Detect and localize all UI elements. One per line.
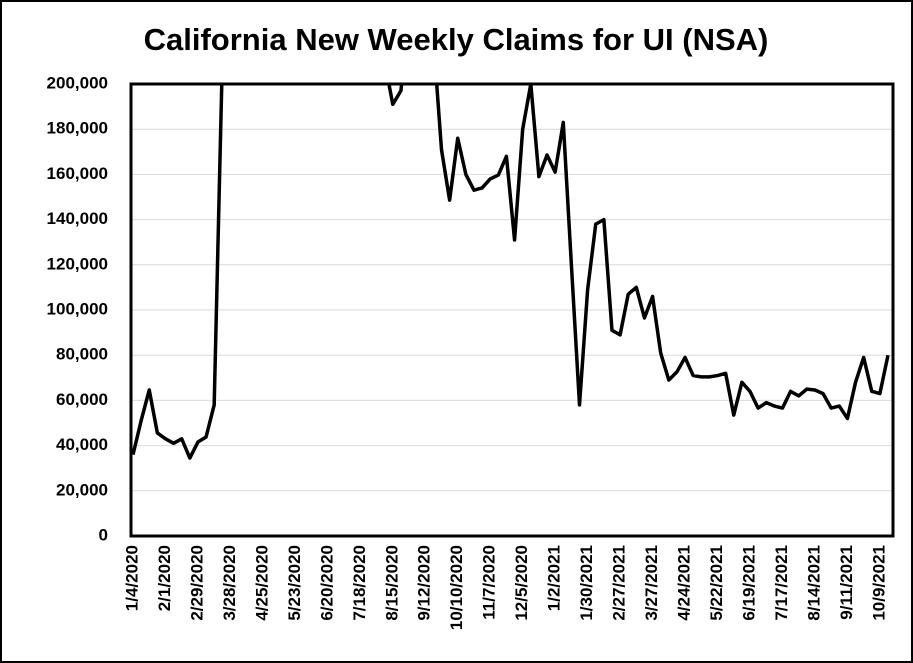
x-tick-label: 1/30/2021	[577, 545, 596, 621]
y-tick-label: 100,000	[47, 299, 108, 318]
x-tick-label: 5/23/2020	[285, 545, 304, 621]
y-tick-label: 60,000	[56, 390, 108, 409]
data-line	[131, 84, 890, 460]
x-tick-label: 10/9/2021	[869, 545, 888, 621]
x-tick-label: 2/27/2021	[610, 545, 629, 621]
x-tick-label: 8/14/2021	[804, 545, 823, 621]
y-tick-label: 0	[99, 525, 108, 544]
y-tick-label: 200,000	[47, 73, 108, 92]
x-tick-label: 2/29/2020	[187, 545, 206, 621]
y-tick-label: 40,000	[56, 435, 108, 454]
y-tick-label: 180,000	[47, 119, 108, 138]
x-tick-label: 12/5/2020	[512, 545, 531, 621]
x-tick-label: 3/28/2020	[220, 545, 239, 621]
x-tick-label: 3/27/2021	[642, 545, 661, 621]
x-tick-label: 4/24/2021	[675, 545, 694, 621]
y-tick-label: 140,000	[47, 209, 108, 228]
x-tick-label: 7/17/2021	[772, 545, 791, 621]
plot-border	[129, 82, 895, 538]
y-tick-label: 160,000	[47, 164, 108, 183]
x-tick-label: 7/18/2020	[350, 545, 369, 621]
x-tick-label: 11/7/2020	[480, 545, 499, 620]
x-tick-label: 6/19/2021	[739, 545, 758, 621]
y-tick-label: 120,000	[47, 254, 108, 273]
chart-title: California New Weekly Claims for UI (NSA…	[144, 22, 769, 57]
y-tick-label: 80,000	[56, 345, 108, 364]
x-tick-label: 1/2/2021	[545, 545, 564, 611]
y-tick-label: 20,000	[56, 480, 108, 499]
x-tick-label: 9/11/2021	[837, 545, 856, 620]
x-tick-label: 5/22/2021	[707, 545, 726, 621]
x-tick-label: 2/1/2020	[155, 545, 174, 611]
x-tick-label: 6/20/2020	[317, 545, 336, 621]
x-tick-label: 9/12/2020	[415, 545, 434, 621]
x-tick-label: 10/10/2020	[447, 545, 466, 630]
x-tick-label: 1/4/2020	[122, 545, 141, 611]
x-tick-label: 4/25/2020	[252, 545, 271, 621]
x-tick-label: 8/15/2020	[382, 545, 401, 621]
